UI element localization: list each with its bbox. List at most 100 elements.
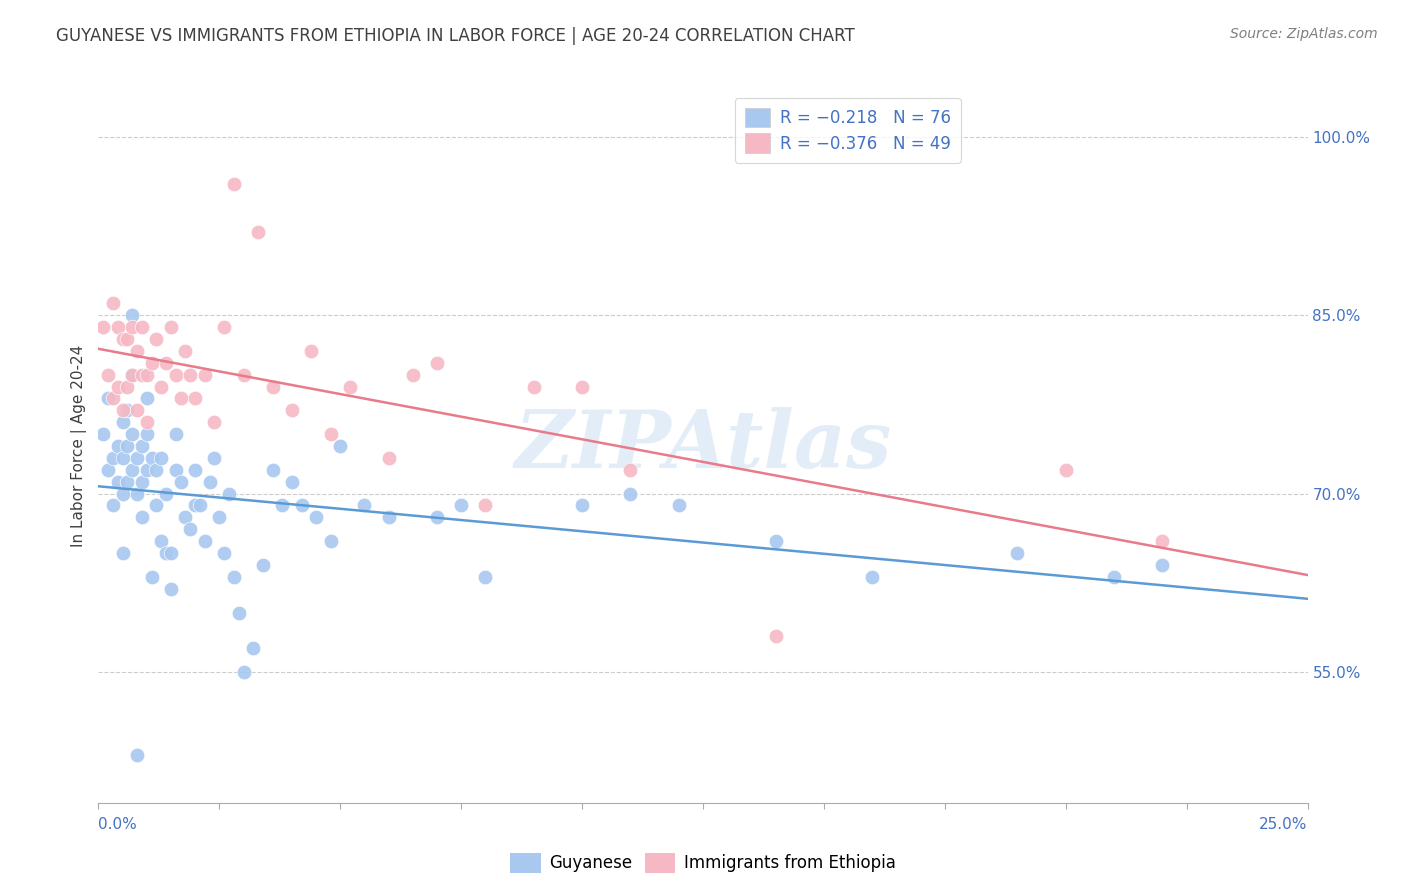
Point	[121, 308, 143, 322]
Point	[1152, 534, 1174, 549]
Point	[281, 403, 304, 417]
Point	[135, 463, 157, 477]
Point	[204, 415, 226, 429]
Point	[97, 368, 120, 382]
Point	[222, 178, 245, 192]
Point	[97, 463, 120, 477]
Point	[450, 499, 472, 513]
Point	[127, 486, 149, 500]
Point	[107, 320, 129, 334]
Point	[135, 427, 157, 442]
Point	[127, 343, 149, 358]
Point	[111, 332, 134, 346]
Point	[523, 379, 546, 393]
Point	[165, 368, 187, 382]
Point	[101, 450, 124, 465]
Point	[184, 499, 207, 513]
Point	[117, 403, 139, 417]
Point	[107, 475, 129, 489]
Point	[101, 392, 124, 406]
Point	[145, 332, 167, 346]
Point	[668, 499, 690, 513]
Point	[179, 368, 201, 382]
Point	[91, 320, 114, 334]
Point	[319, 534, 342, 549]
Point	[194, 534, 217, 549]
Point	[160, 546, 183, 560]
Point	[174, 343, 197, 358]
Point	[121, 427, 143, 442]
Point	[131, 510, 153, 524]
Point	[194, 368, 217, 382]
Text: 25.0%: 25.0%	[1260, 817, 1308, 832]
Point	[474, 570, 496, 584]
Point	[474, 499, 496, 513]
Point	[121, 320, 143, 334]
Point	[212, 320, 235, 334]
Point	[117, 379, 139, 393]
Point	[127, 450, 149, 465]
Point	[1007, 546, 1029, 560]
Point	[1152, 558, 1174, 572]
Point	[247, 225, 270, 239]
Point	[305, 510, 328, 524]
Point	[111, 415, 134, 429]
Point	[131, 439, 153, 453]
Text: Source: ZipAtlas.com: Source: ZipAtlas.com	[1230, 27, 1378, 41]
Point	[150, 379, 173, 393]
Point	[212, 546, 235, 560]
Point	[150, 450, 173, 465]
Point	[121, 368, 143, 382]
Point	[281, 475, 304, 489]
Text: GUYANESE VS IMMIGRANTS FROM ETHIOPIA IN LABOR FORCE | AGE 20-24 CORRELATION CHAR: GUYANESE VS IMMIGRANTS FROM ETHIOPIA IN …	[56, 27, 855, 45]
Y-axis label: In Labor Force | Age 20-24: In Labor Force | Age 20-24	[72, 345, 87, 547]
Point	[204, 450, 226, 465]
Point	[271, 499, 294, 513]
Point	[242, 641, 264, 656]
Point	[101, 296, 124, 310]
Point	[121, 368, 143, 382]
Point	[169, 392, 191, 406]
Point	[353, 499, 375, 513]
Point	[377, 450, 399, 465]
Point	[765, 629, 787, 643]
Point	[179, 522, 201, 536]
Point	[145, 463, 167, 477]
Point	[426, 510, 449, 524]
Text: ZIPAtlas: ZIPAtlas	[515, 408, 891, 484]
Point	[91, 427, 114, 442]
Point	[141, 570, 163, 584]
Point	[131, 368, 153, 382]
Point	[184, 463, 207, 477]
Point	[262, 379, 284, 393]
Point	[101, 499, 124, 513]
Point	[571, 379, 593, 393]
Point	[107, 379, 129, 393]
Point	[252, 558, 274, 572]
Point	[1054, 463, 1077, 477]
Point	[228, 606, 250, 620]
Point	[145, 499, 167, 513]
Point	[111, 403, 134, 417]
Point	[290, 499, 312, 513]
Point	[426, 356, 449, 370]
Point	[155, 486, 177, 500]
Point	[117, 439, 139, 453]
Point	[860, 570, 883, 584]
Point	[141, 450, 163, 465]
Point	[232, 665, 254, 679]
Point	[111, 450, 134, 465]
Point	[208, 510, 231, 524]
Point	[131, 320, 153, 334]
Point	[135, 415, 157, 429]
Point	[165, 463, 187, 477]
Point	[107, 439, 129, 453]
Point	[377, 510, 399, 524]
Legend: Guyanese, Immigrants from Ethiopia: Guyanese, Immigrants from Ethiopia	[503, 847, 903, 880]
Point	[117, 475, 139, 489]
Point	[198, 475, 221, 489]
Point	[174, 510, 197, 524]
Point	[135, 392, 157, 406]
Point	[127, 403, 149, 417]
Point	[111, 546, 134, 560]
